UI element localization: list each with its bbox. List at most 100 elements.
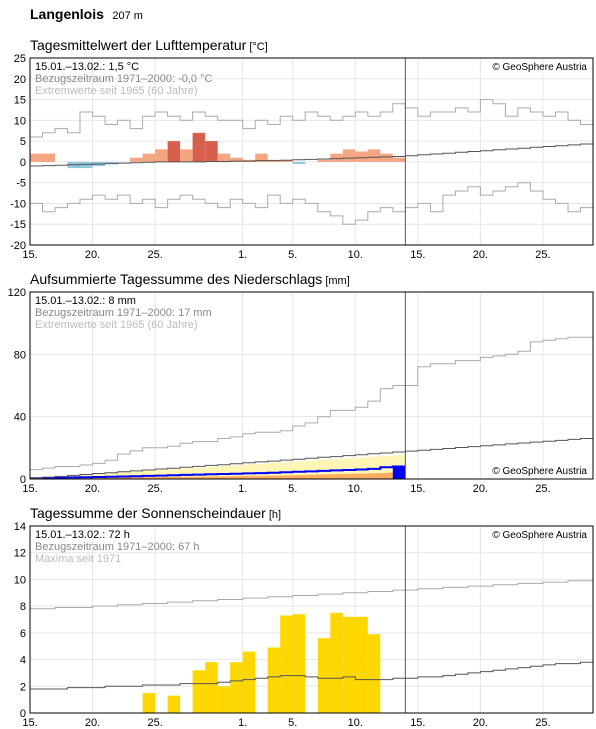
plot-frame [29, 291, 594, 480]
extreme-max-line [30, 336, 593, 471]
sunshine-bar [267, 647, 281, 713]
reference-label: Bezugszeitraum 1971–2000: -0,0 °C [35, 73, 213, 85]
station-header: Langenlois 207 m [30, 6, 143, 24]
temperature-bar [155, 149, 168, 162]
sunshine-title-text: Tagessumme der Sonnenscheindauer [30, 505, 266, 521]
reference-line [30, 143, 593, 167]
temperature-bar [205, 141, 218, 162]
temperature-bar [380, 153, 393, 162]
y-tick-label: 80 [14, 349, 26, 361]
temperature-bar [230, 157, 243, 162]
x-tick-label: 15. [22, 483, 37, 495]
extremes-label: Extremwerte seit 1965 (60 Jahre) [35, 85, 198, 97]
y-tick-label: 120 [8, 287, 26, 299]
x-tick-label: 25. [535, 483, 550, 495]
temperature-bar [330, 153, 343, 162]
y-tick-label: 25 [14, 53, 26, 65]
temperature-title-text: Tagesmittelwert der Lufttemperatur [30, 37, 247, 53]
temperature-chart-title: Tagesmittelwert der Lufttemperatur [°C] [30, 37, 268, 53]
summary-label: 15.01.–13.02.: 8 mm [35, 295, 136, 307]
sunshine-bar [330, 612, 343, 713]
x-tick-label: 5. [288, 249, 297, 261]
sunshine-bar [230, 662, 243, 713]
x-tick-label: 1. [238, 483, 247, 495]
extreme-max-line [30, 580, 593, 610]
precip-orange-band [30, 471, 406, 479]
copyright-label: © GeoSphere Austria [492, 62, 587, 73]
y-tick-label: 14 [14, 521, 26, 533]
sunshine-bar [280, 615, 293, 713]
x-tick-label: 15. [410, 249, 425, 261]
copyright-label: © GeoSphere Austria [492, 530, 587, 541]
chart-panel-1 [29, 291, 594, 480]
sunshine-bar [242, 651, 256, 713]
temperature-bar [280, 159, 293, 162]
precip-range-band [30, 454, 406, 479]
temperature-bar [192, 132, 206, 162]
x-tick-label: 25. [535, 249, 550, 261]
y-tick-label: -15 [10, 219, 26, 231]
temperature-bar [130, 157, 143, 162]
temperature-bar [342, 149, 356, 162]
y-tick-label: -10 [10, 198, 26, 210]
x-tick-label: 25. [535, 717, 550, 729]
extremes-label: Maxima seit 1971 [35, 553, 121, 565]
sunshine-bar [142, 693, 156, 713]
chart-panel-0 [29, 57, 594, 246]
plot-frame [29, 525, 594, 714]
extremes-label: Extremwerte seit 1965 (60 Jahre) [35, 319, 198, 331]
x-tick-label: 15. [410, 717, 425, 729]
sunshine-bar [205, 662, 218, 713]
y-tick-label: 10 [14, 574, 26, 586]
temperature-bar [355, 151, 368, 162]
sunshine-chart-title: Tagessumme der Sonnenscheindauer [h] [30, 505, 281, 521]
station-altitude: 207 m [112, 10, 143, 22]
x-tick-label: 25. [147, 249, 162, 261]
temperature-unit: [°C] [249, 41, 268, 53]
x-tick-label: 10. [348, 483, 363, 495]
plot-frame [29, 57, 594, 246]
sunshine-bar [317, 638, 331, 713]
precipitation-title-text: Aufsummierte Tagessumme des Niederschlag… [30, 271, 323, 287]
y-tick-label: 12 [14, 548, 26, 560]
extreme-max-line [30, 99, 593, 138]
sunshine-bar [192, 670, 206, 713]
x-tick-label: 5. [288, 483, 297, 495]
x-tick-label: 20. [473, 717, 488, 729]
x-tick-label: 20. [85, 483, 100, 495]
temperature-bar [30, 153, 43, 162]
reference-label: Bezugszeitraum 1971–2000: 67 h [35, 541, 200, 553]
temperature-bar [292, 161, 306, 164]
x-tick-label: 25. [147, 717, 162, 729]
y-tick-label: 8 [20, 601, 26, 613]
y-tick-label: -20 [10, 240, 26, 252]
y-tick-label: 20 [14, 74, 26, 86]
temperature-bar [367, 149, 381, 162]
x-tick-label: 20. [473, 249, 488, 261]
temperature-bar [217, 153, 231, 162]
sunshine-bar [217, 686, 231, 713]
x-tick-label: 1. [238, 249, 247, 261]
y-tick-label: 0 [20, 708, 26, 720]
x-tick-label: 15. [410, 483, 425, 495]
precip-actual-line [30, 465, 406, 480]
y-tick-label: 4 [20, 655, 26, 667]
y-tick-label: 0 [20, 157, 26, 169]
y-tick-label: 15 [14, 95, 26, 107]
sunshine-bar [167, 695, 181, 713]
x-tick-label: 20. [85, 249, 100, 261]
x-tick-label: 20. [473, 483, 488, 495]
temperature-bar [392, 157, 406, 162]
sunshine-bar [292, 614, 306, 713]
temperature-bar [255, 153, 268, 162]
temperature-bar [180, 149, 193, 162]
precip-bar [392, 466, 406, 479]
sunshine-unit: [h] [268, 509, 282, 521]
y-tick-label: 40 [14, 412, 26, 424]
summary-label: 15.01.–13.02.: 1,5 °C [35, 61, 139, 73]
station-name: Langenlois [30, 6, 104, 22]
sunshine-bar [355, 616, 368, 713]
temperature-bar [42, 153, 55, 162]
temperature-bar [142, 153, 156, 162]
chart-panel-2 [29, 525, 594, 714]
